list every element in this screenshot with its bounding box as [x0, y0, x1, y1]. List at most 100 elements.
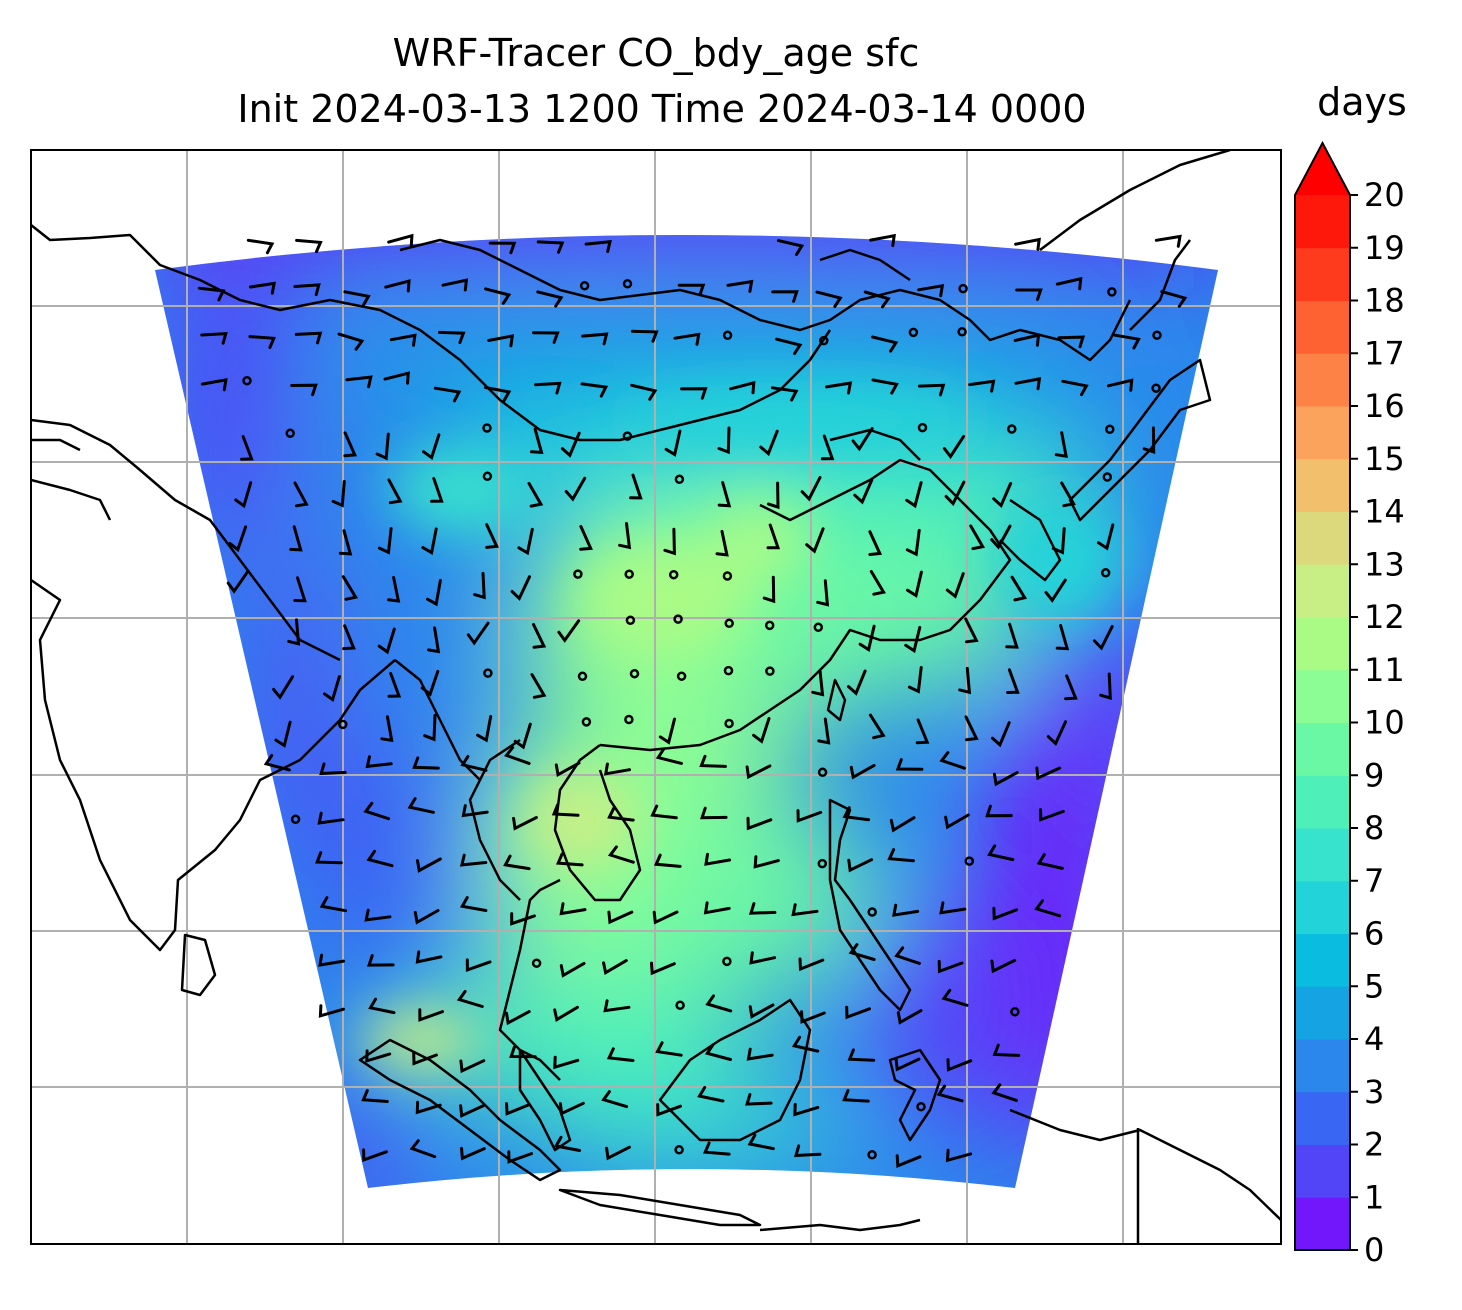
colorbar-outline — [1294, 140, 1351, 1251]
wind-barb — [387, 233, 414, 248]
calm-wind-marker — [908, 327, 919, 338]
wind-barb — [331, 480, 346, 508]
calm-wind-marker — [622, 279, 633, 289]
wind-barb — [905, 481, 923, 509]
wind-barb — [985, 804, 1013, 818]
wind-barb — [536, 240, 565, 254]
wind-barb — [853, 478, 874, 505]
wind-barb — [791, 1035, 820, 1053]
wind-barb — [1006, 668, 1020, 694]
wind-barb — [700, 806, 728, 820]
wind-barb — [603, 999, 631, 1013]
wind-barb — [816, 579, 830, 607]
wind-barb — [656, 1103, 682, 1117]
wind-barb — [557, 619, 581, 643]
colorbar-segment — [1295, 195, 1350, 249]
wind-barb — [287, 618, 301, 646]
wind-barb — [487, 334, 515, 348]
calm-wind-marker — [577, 671, 588, 682]
wind-barb — [650, 804, 678, 820]
wind-barb — [556, 852, 584, 867]
wind-barb — [858, 624, 876, 652]
wind-barb — [895, 758, 924, 771]
wind-barb — [825, 381, 853, 395]
wind-barb — [1160, 290, 1188, 308]
wind-barb — [1051, 527, 1066, 555]
wind-barb — [991, 721, 1011, 748]
wind-barb — [341, 575, 359, 601]
wind-barb — [770, 386, 799, 402]
wind-barb — [274, 720, 292, 748]
wind-barb — [847, 1048, 876, 1062]
wind-barb — [1014, 377, 1042, 391]
wind-barb — [200, 331, 228, 345]
wind-barb — [1097, 523, 1115, 551]
wind-barb — [968, 379, 996, 393]
wind-barb — [197, 286, 226, 302]
wind-barb — [387, 672, 402, 698]
wind-barb — [505, 1102, 531, 1116]
wind-barb — [367, 954, 395, 967]
wind-barb — [811, 669, 825, 697]
wind-barb — [416, 857, 442, 873]
calm-wind-marker — [765, 666, 775, 676]
wind-barb — [509, 1045, 537, 1059]
wind-barb — [551, 803, 580, 817]
wind-barb — [820, 434, 835, 461]
wind-barb — [383, 371, 410, 385]
calm-wind-marker — [817, 767, 828, 778]
calm-wind-marker — [1100, 568, 1111, 578]
wind-barb — [939, 751, 966, 770]
wind-barb — [422, 433, 441, 461]
wind-barb — [746, 816, 773, 831]
wind-barb — [503, 854, 531, 871]
wind-barb — [936, 1084, 964, 1103]
colorbar-tick-label: 17 — [1364, 334, 1405, 372]
wind-barb — [717, 481, 732, 508]
wind-barb — [553, 1135, 582, 1152]
wind-barb — [484, 287, 512, 305]
wind-barb — [798, 957, 825, 972]
colorbar-tick-label: 18 — [1364, 282, 1405, 320]
colorbar-segment — [1295, 828, 1350, 882]
wind-barb — [226, 570, 250, 594]
wind-barb — [1039, 808, 1065, 822]
calm-wind-marker — [724, 618, 734, 629]
wind-barb — [992, 482, 1013, 509]
wind-barb — [1057, 335, 1086, 349]
wind-barb — [1060, 481, 1076, 508]
wind-barb — [1055, 624, 1070, 651]
wind-barb — [1015, 288, 1043, 301]
calm-wind-marker — [958, 283, 968, 294]
wind-barb — [466, 621, 490, 646]
wind-barb — [343, 431, 358, 458]
wind-barb — [1054, 431, 1068, 458]
wind-barb — [871, 378, 899, 395]
calm-wind-marker — [817, 858, 828, 869]
calm-wind-marker — [674, 1145, 684, 1155]
wind-barb — [863, 290, 891, 309]
wind-barb — [293, 481, 309, 508]
wind-barb — [889, 816, 916, 833]
colorbar-segment — [1295, 880, 1350, 934]
wind-barb — [895, 1154, 922, 1168]
calm-wind-marker — [764, 620, 775, 631]
colorbar-tick-label: 3 — [1364, 1073, 1384, 1111]
map-title-line1: WRF-Tracer CO_bdy_age sfc — [393, 31, 920, 75]
wind-barb — [1154, 234, 1182, 248]
wind-barb — [413, 909, 440, 925]
wind-barb — [459, 1059, 486, 1074]
wind-barb — [1113, 333, 1141, 350]
calm-wind-marker — [917, 422, 928, 433]
wind-barb — [917, 383, 946, 397]
wind-barb — [602, 959, 628, 976]
wind-barb — [653, 853, 682, 868]
map-title-line2: Init 2024-03-13 1200 Time 2024-03-14 000… — [237, 87, 1086, 131]
wind-barb — [412, 1052, 438, 1066]
wind-barb — [749, 951, 777, 965]
wind-barb — [459, 853, 488, 867]
tracer-age-field — [155, 235, 1218, 1188]
wind-barb — [1046, 720, 1068, 747]
wind-barb — [847, 669, 867, 696]
